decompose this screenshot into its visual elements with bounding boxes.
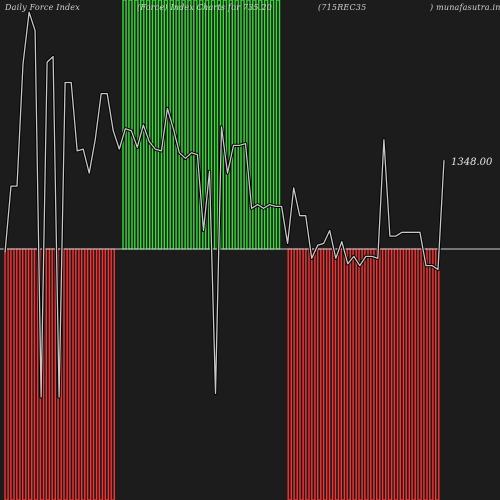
negative-bar bbox=[364, 248, 369, 500]
negative-bar bbox=[27, 248, 33, 500]
negative-bar bbox=[22, 248, 27, 500]
positive-bar bbox=[246, 0, 251, 250]
positive-bar bbox=[151, 0, 157, 250]
negative-bar bbox=[423, 248, 428, 500]
chart-title: Daily Force Index bbox=[5, 3, 80, 12]
negative-bar bbox=[16, 248, 21, 500]
negative-bar bbox=[399, 248, 405, 500]
positive-bar bbox=[234, 0, 239, 250]
negative-bar bbox=[370, 248, 375, 500]
negative-bar bbox=[340, 248, 346, 500]
negative-bar bbox=[92, 248, 98, 500]
negative-bar bbox=[358, 248, 363, 500]
negative-bar bbox=[104, 248, 110, 500]
positive-bar bbox=[228, 0, 233, 250]
negative-bar bbox=[376, 248, 381, 500]
negative-bar bbox=[352, 248, 357, 500]
positive-bar bbox=[252, 0, 257, 250]
negative-bar bbox=[311, 248, 316, 500]
positive-bar bbox=[275, 0, 281, 250]
negative-bar bbox=[435, 248, 440, 500]
last-value-label: 1348.00 bbox=[451, 157, 493, 168]
negative-bar bbox=[75, 248, 80, 500]
negative-bar bbox=[69, 248, 74, 500]
negative-bar bbox=[334, 248, 340, 500]
negative-bar bbox=[405, 248, 411, 500]
positive-bar bbox=[193, 0, 198, 250]
negative-bar bbox=[328, 248, 334, 500]
negative-bar bbox=[346, 248, 352, 500]
positive-bar bbox=[157, 0, 163, 250]
site-label: ) munafasutra.in bbox=[430, 3, 500, 12]
positive-bar bbox=[263, 0, 269, 250]
positive-bar bbox=[181, 0, 186, 250]
negative-bar bbox=[429, 248, 434, 500]
negative-bar bbox=[287, 248, 293, 500]
force-index-line bbox=[4, 11, 445, 398]
negative-bar bbox=[33, 248, 39, 500]
positive-bar bbox=[128, 0, 133, 250]
negative-bar bbox=[10, 248, 15, 500]
negative-bar bbox=[110, 248, 115, 500]
symbol-label: (715REC35 bbox=[318, 3, 367, 12]
negative-bar bbox=[393, 248, 399, 500]
negative-bar bbox=[322, 248, 328, 500]
positive-bar bbox=[122, 0, 127, 250]
chart-subtitle: (Force) Index Charts for 735.20 bbox=[137, 3, 273, 12]
positive-bar bbox=[240, 0, 245, 250]
negative-bar bbox=[299, 248, 304, 500]
negative-bar bbox=[80, 248, 86, 500]
negative-bar bbox=[98, 248, 104, 500]
positive-bar bbox=[269, 0, 275, 250]
negative-bar bbox=[45, 248, 51, 500]
positive-bar bbox=[134, 0, 139, 250]
force-line-shadow bbox=[3, 10, 446, 399]
negative-bar bbox=[63, 248, 68, 500]
negative-bar bbox=[317, 248, 322, 500]
positive-bar bbox=[222, 0, 228, 250]
negative-bar bbox=[417, 248, 422, 500]
negative-bar bbox=[51, 248, 57, 500]
negative-bar bbox=[411, 248, 416, 500]
negative-bar bbox=[4, 248, 9, 500]
negative-bar bbox=[293, 248, 298, 500]
negative-bar bbox=[305, 248, 310, 500]
negative-bar bbox=[387, 248, 393, 500]
positive-bar bbox=[258, 0, 263, 250]
negative-bar bbox=[86, 248, 92, 500]
positive-bar bbox=[145, 0, 151, 250]
positive-bar bbox=[187, 0, 192, 250]
positive-bar bbox=[175, 0, 180, 250]
negative-bar bbox=[381, 248, 387, 500]
